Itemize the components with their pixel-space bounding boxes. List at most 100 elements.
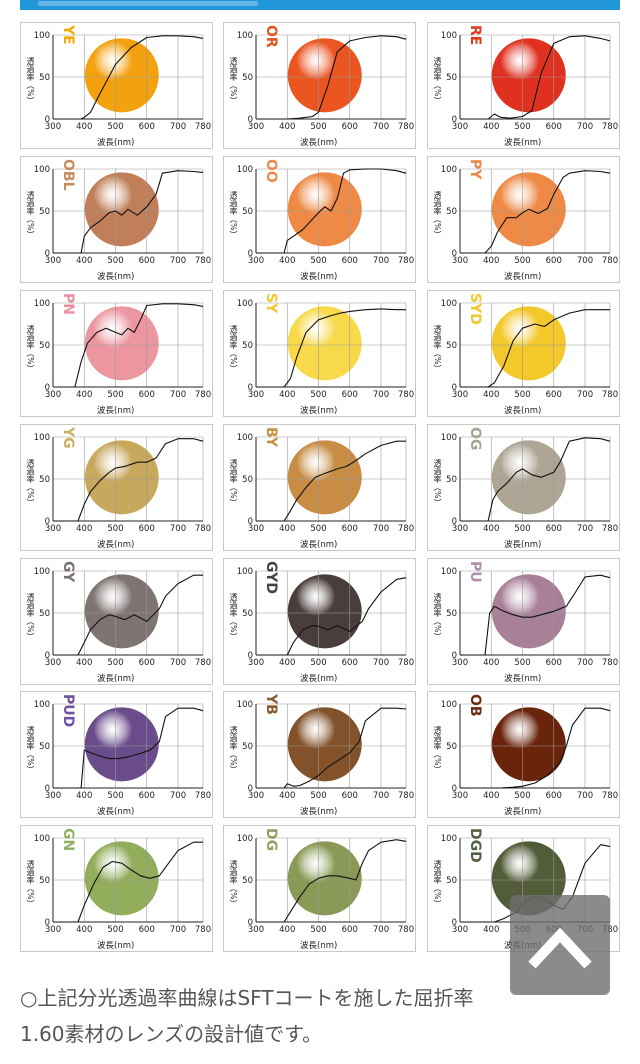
x-tick-label: 780 xyxy=(398,925,414,935)
x-tick-label: 400 xyxy=(76,256,92,266)
x-tick-label: 600 xyxy=(342,122,358,132)
x-tick-label: 300 xyxy=(452,925,468,935)
x-tick-label: 400 xyxy=(279,791,295,801)
x-tick-label: 780 xyxy=(602,122,618,132)
series-line-gyd xyxy=(256,577,407,656)
x-axis-label: 波長(nm) xyxy=(97,941,135,951)
lens-swatch xyxy=(84,306,159,381)
chart-panel-gy: 300 400 500 600 700 780 0 50 100 GY 透過率（%） 波長(nm) xyxy=(20,558,213,685)
series-line-or xyxy=(256,35,407,120)
x-tick-label: 400 xyxy=(483,256,499,266)
x-tick-label: 300 xyxy=(452,256,468,266)
chart-svg: 300 400 500 600 700 780 0 50 100 xyxy=(34,433,211,534)
y-tick-label: 0 xyxy=(452,383,457,393)
y-tick-label: 50 xyxy=(446,609,457,619)
y-tick-label: 50 xyxy=(39,73,50,83)
lens-swatch xyxy=(84,574,159,649)
y-axis-label: 透過率（%） xyxy=(229,459,238,507)
y-axis-label: 透過率（%） xyxy=(433,191,442,239)
y-tick-label: 0 xyxy=(45,918,50,928)
y-axis-label: 透過率（%） xyxy=(433,459,442,507)
series-name-label: RE xyxy=(467,25,483,46)
series-name-label: YE xyxy=(60,25,76,45)
series-name-label: DG xyxy=(263,828,279,852)
y-axis-label: 透過率（%） xyxy=(433,726,442,774)
footnote: ○上記分光透過率曲線はSFTコートを施した屈折率 1.60素材のレンズの設計値で… xyxy=(20,980,620,1052)
x-tick-label: 780 xyxy=(602,256,618,266)
x-tick-label: 600 xyxy=(546,791,562,801)
x-tick-label: 780 xyxy=(195,524,211,534)
lens-swatch xyxy=(287,38,362,113)
x-tick-label: 300 xyxy=(45,256,61,266)
series-line-pu xyxy=(460,574,611,656)
x-tick-label: 700 xyxy=(170,256,186,266)
x-tick-label: 500 xyxy=(107,524,123,534)
lens-swatch xyxy=(84,841,159,916)
y-tick-label: 50 xyxy=(242,742,253,752)
x-tick-label: 780 xyxy=(195,791,211,801)
x-tick-label: 780 xyxy=(195,658,211,668)
x-tick-label: 500 xyxy=(514,122,530,132)
series-line-re xyxy=(460,35,611,120)
y-axis-label: 透過率（%） xyxy=(433,860,442,908)
x-tick-label: 300 xyxy=(248,256,264,266)
x-axis-label: 波長(nm) xyxy=(504,138,542,148)
series-name-label: SY xyxy=(263,293,279,314)
series-name-label: GN xyxy=(60,828,76,852)
chart-svg: 300 400 500 600 700 780 0 50 100 xyxy=(237,165,414,266)
y-tick-label: 50 xyxy=(446,73,457,83)
lens-swatch xyxy=(287,440,362,515)
x-tick-label: 700 xyxy=(373,256,389,266)
chart-svg: 300 400 500 600 700 780 0 50 100 xyxy=(237,299,414,400)
footnote-line-2: 1.60素材のレンズの設計値です。 xyxy=(20,1022,323,1046)
back-to-top-button[interactable] xyxy=(510,895,610,995)
y-tick-label: 100 xyxy=(34,700,50,710)
series-name-label: BY xyxy=(263,427,279,448)
chart-svg: 300 400 500 600 700 780 0 50 100 xyxy=(441,299,618,400)
series-name-label: OO xyxy=(263,159,279,183)
chart-svg: 300 400 500 600 700 780 0 50 100 xyxy=(34,299,211,400)
x-tick-label: 600 xyxy=(342,390,358,400)
x-tick-label: 500 xyxy=(514,791,530,801)
chart-panel-or: 300 400 500 600 700 780 0 50 100 OR 透過率（%） 波長(nm) xyxy=(223,22,416,149)
chart-panel-oo: 300 400 500 600 700 780 0 50 100 OO 透過率（%） 波長(nm) xyxy=(223,156,416,283)
x-axis-label: 波長(nm) xyxy=(300,272,338,282)
x-tick-label: 400 xyxy=(483,122,499,132)
chart-svg: 300 400 500 600 700 780 0 50 100 xyxy=(34,700,211,801)
x-tick-label: 600 xyxy=(546,524,562,534)
series-line-pn xyxy=(53,303,204,388)
footnote-line-1: ○上記分光透過率曲線はSFTコートを施した屈折率 xyxy=(20,986,474,1010)
y-axis-label: 透過率（%） xyxy=(26,57,35,105)
chart-panel-yb: 300 400 500 600 700 780 0 50 100 YB 透過率（%） 波長(nm) xyxy=(223,691,416,818)
x-tick-label: 500 xyxy=(514,658,530,668)
x-tick-label: 300 xyxy=(248,122,264,132)
chart-panel-py: 300 400 500 600 700 780 0 50 100 PY 透過率（%） 波長(nm) xyxy=(427,156,620,283)
x-tick-label: 700 xyxy=(373,925,389,935)
x-tick-label: 400 xyxy=(76,524,92,534)
x-tick-label: 600 xyxy=(342,925,358,935)
series-line-syd xyxy=(460,309,610,388)
x-axis-label: 波長(nm) xyxy=(97,272,135,282)
lens-swatch xyxy=(287,574,362,649)
x-tick-label: 400 xyxy=(279,524,295,534)
x-tick-label: 500 xyxy=(310,122,326,132)
y-tick-label: 0 xyxy=(452,517,457,527)
series-line-sy xyxy=(256,308,406,388)
y-tick-label: 0 xyxy=(452,784,457,794)
chart-panel-re: 300 400 500 600 700 780 0 50 100 RE 透過率（%） 波長(nm) xyxy=(427,22,620,149)
x-tick-label: 400 xyxy=(279,658,295,668)
y-axis-label: 透過率（%） xyxy=(229,726,238,774)
x-tick-label: 700 xyxy=(577,390,593,400)
y-axis-label: 透過率（%） xyxy=(229,860,238,908)
y-tick-label: 50 xyxy=(242,73,253,83)
lens-swatch xyxy=(287,707,362,782)
chart-panel-dg: 300 400 500 600 700 780 0 50 100 DG 透過率（%） 波長(nm) xyxy=(223,825,416,952)
chart-svg: 300 400 500 600 700 780 0 50 100 xyxy=(441,165,618,266)
x-tick-label: 300 xyxy=(248,925,264,935)
y-tick-label: 50 xyxy=(446,876,457,886)
y-tick-label: 0 xyxy=(248,918,253,928)
series-name-label: GYD xyxy=(263,561,279,594)
y-tick-label: 100 xyxy=(237,433,253,443)
y-tick-label: 0 xyxy=(248,651,253,661)
lens-swatch xyxy=(491,440,566,515)
